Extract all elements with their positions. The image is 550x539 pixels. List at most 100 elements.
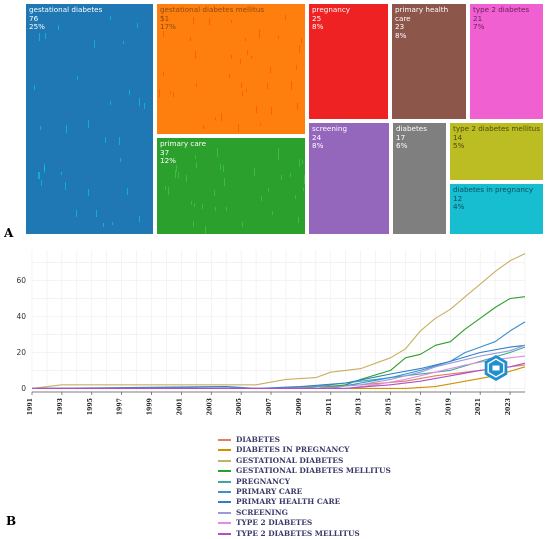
tile-percent: 25% bbox=[29, 22, 45, 32]
tile-texture-mark bbox=[215, 117, 216, 120]
tile-texture-mark bbox=[245, 38, 246, 41]
tile-texture-mark bbox=[246, 89, 247, 92]
tile-texture-mark bbox=[220, 164, 221, 170]
tile-percent: 6% bbox=[396, 141, 408, 151]
tile-texture-mark bbox=[94, 40, 95, 48]
tile-texture-mark bbox=[76, 210, 77, 217]
legend-label: TYPE 2 DIABETES bbox=[236, 518, 313, 528]
series-line bbox=[31, 253, 526, 389]
tile-count: 17 bbox=[396, 132, 406, 142]
tile-texture-mark bbox=[39, 172, 40, 179]
series-line bbox=[31, 344, 526, 389]
line-chart: 0 20 40 60 1991 1993 1995 1997 1999 2001 2003 2005 2… bbox=[16, 250, 526, 415]
tile-texture-mark bbox=[123, 41, 124, 44]
treemap-tile: pregnancy 25 8% bbox=[307, 2, 390, 121]
tile-texture-mark bbox=[195, 155, 196, 159]
tile-count: 23 bbox=[395, 22, 405, 32]
x-tick-label: 2023 bbox=[505, 398, 512, 415]
tile-texture-mark bbox=[278, 155, 279, 160]
panel-label-a: A bbox=[4, 226, 14, 240]
tile-texture-mark bbox=[241, 83, 242, 88]
treemap-tile: diabetes 17 6% bbox=[391, 121, 448, 236]
tile-texture-mark bbox=[229, 74, 230, 78]
tile-texture-mark bbox=[110, 101, 111, 105]
tile-texture-mark bbox=[256, 106, 257, 113]
x-tick-label: 2019 bbox=[445, 398, 452, 415]
tile-texture-mark bbox=[163, 72, 164, 76]
tile-label: type 2 diabetes mellitus bbox=[453, 124, 540, 133]
tile-texture-mark bbox=[304, 175, 305, 179]
legend-label: TYPE 2 DIABETES MELLITUS bbox=[236, 528, 360, 538]
tile-texture-mark bbox=[127, 188, 128, 195]
tile-texture-mark bbox=[58, 25, 59, 30]
tile-texture-mark bbox=[66, 125, 67, 133]
legend-swatch bbox=[218, 532, 231, 535]
tile-texture-mark bbox=[278, 36, 279, 39]
treemap-tile: screening 24 8% bbox=[307, 121, 391, 236]
x-tick-label: 2001 bbox=[176, 398, 183, 415]
tile-texture-mark bbox=[105, 137, 106, 143]
tile-texture-mark bbox=[88, 189, 89, 196]
tile-texture-mark bbox=[297, 103, 298, 110]
tile-texture-mark bbox=[260, 123, 261, 126]
legend-swatch bbox=[218, 459, 231, 462]
tile-texture-mark bbox=[61, 172, 62, 175]
legend-label: SCREENING bbox=[236, 507, 288, 517]
x-tick-label: 1993 bbox=[57, 398, 64, 415]
x-tick-label: 2017 bbox=[415, 398, 422, 415]
tile-texture-mark bbox=[209, 18, 210, 25]
y-tick-label: 40 bbox=[16, 312, 26, 321]
tile-count: 24 bbox=[312, 132, 322, 142]
tile-texture-mark bbox=[272, 211, 273, 215]
tile-count: 37 bbox=[160, 147, 170, 157]
tile-texture-mark bbox=[299, 45, 300, 53]
legend-label: PRIMARY CARE bbox=[236, 486, 303, 496]
tile-percent: 8% bbox=[312, 22, 324, 32]
tile-label: gestational diabetes mellitus bbox=[160, 5, 265, 14]
tile-percent: 5% bbox=[453, 141, 465, 151]
x-tick-label: 1995 bbox=[87, 398, 94, 415]
tile-texture-mark bbox=[214, 190, 215, 196]
tile-percent: 12% bbox=[160, 156, 176, 166]
tile-texture-mark bbox=[168, 187, 169, 195]
tile-texture-mark bbox=[193, 17, 194, 24]
tile-texture-mark bbox=[45, 33, 46, 39]
tile-percent: 7% bbox=[473, 22, 485, 32]
tile-texture-mark bbox=[170, 91, 171, 94]
tile-label: screening bbox=[312, 124, 348, 133]
tile-texture-mark bbox=[268, 188, 269, 192]
y-tick-label: 60 bbox=[16, 276, 26, 285]
tile-count: 51 bbox=[160, 13, 170, 23]
tile-texture-mark bbox=[112, 222, 113, 225]
tile-texture-mark bbox=[195, 51, 196, 59]
tile-texture-mark bbox=[129, 90, 130, 95]
x-tick-label: 1991 bbox=[27, 398, 34, 415]
tile-count: 14 bbox=[453, 132, 463, 142]
tile-texture-mark bbox=[299, 159, 300, 167]
legend-swatch bbox=[218, 480, 231, 483]
x-tick-label: 2007 bbox=[266, 398, 273, 415]
tile-count: 25 bbox=[312, 13, 322, 23]
legend-swatch bbox=[218, 470, 231, 473]
tile-texture-mark bbox=[186, 175, 187, 182]
tile-texture-mark bbox=[281, 175, 282, 180]
treemap-tile: gestational diabetes mellitus 51 17% bbox=[155, 2, 307, 136]
tile-texture-mark bbox=[203, 125, 204, 129]
tile-texture-mark bbox=[175, 170, 176, 178]
tile-texture-mark bbox=[103, 223, 104, 227]
tile-texture-mark bbox=[194, 203, 195, 207]
tile-label: diabetes in pregnancy bbox=[453, 185, 534, 194]
tile-texture-mark bbox=[139, 98, 140, 106]
treemap-tile: primary care 37 12% bbox=[155, 136, 307, 236]
x-tick-label: 2013 bbox=[356, 398, 363, 415]
x-tick-label: 2021 bbox=[475, 398, 482, 415]
tile-texture-mark bbox=[270, 67, 271, 73]
legend-label: GESTATIONAL DIABETES MELLITUS bbox=[236, 466, 391, 476]
tile-texture-mark bbox=[164, 159, 165, 162]
tile-texture-mark bbox=[38, 172, 39, 179]
tile-texture-mark bbox=[39, 33, 40, 41]
tile-texture-mark bbox=[173, 92, 174, 97]
tile-texture-mark bbox=[278, 148, 279, 156]
treemap-tile: type 2 diabetes 21 7% bbox=[468, 2, 545, 121]
tile-texture-mark bbox=[196, 83, 197, 87]
